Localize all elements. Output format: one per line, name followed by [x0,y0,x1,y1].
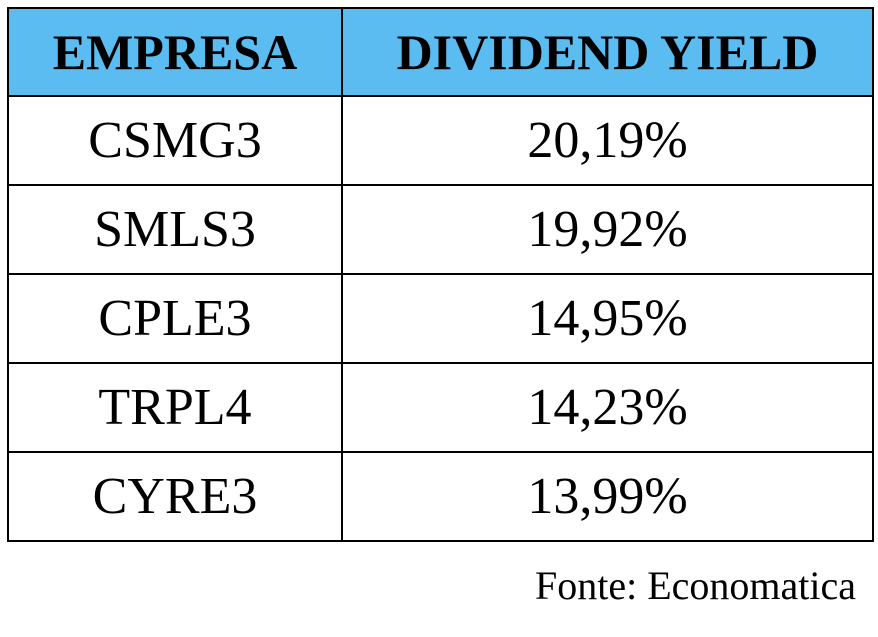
cell-dividend-yield: 14,95% [341,273,874,364]
cell-empresa: CYRE3 [7,451,343,542]
cell-empresa: CSMG3 [7,95,343,186]
cell-dividend-yield: 20,19% [341,95,874,186]
dividend-yield-table: EMPRESA DIVIDEND YIELD CSMG3 20,19% SMLS… [7,7,874,542]
cell-dividend-yield: 19,92% [341,184,874,275]
table-row: TRPL4 14,23% [7,362,874,453]
table-row: CPLE3 14,95% [7,273,874,364]
column-header-dividend-yield: DIVIDEND YIELD [341,7,874,97]
table-header-row: EMPRESA DIVIDEND YIELD [7,7,874,97]
cell-empresa: SMLS3 [7,184,343,275]
cell-empresa: CPLE3 [7,273,343,364]
cell-dividend-yield: 13,99% [341,451,874,542]
table-row: SMLS3 19,92% [7,184,874,275]
source-caption: Fonte: Economatica [534,563,856,608]
table-row: CSMG3 20,19% [7,95,874,186]
cell-empresa: TRPL4 [7,362,343,453]
cell-dividend-yield: 14,23% [341,362,874,453]
column-header-empresa: EMPRESA [7,7,343,97]
table-row: CYRE3 13,99% [7,451,874,542]
